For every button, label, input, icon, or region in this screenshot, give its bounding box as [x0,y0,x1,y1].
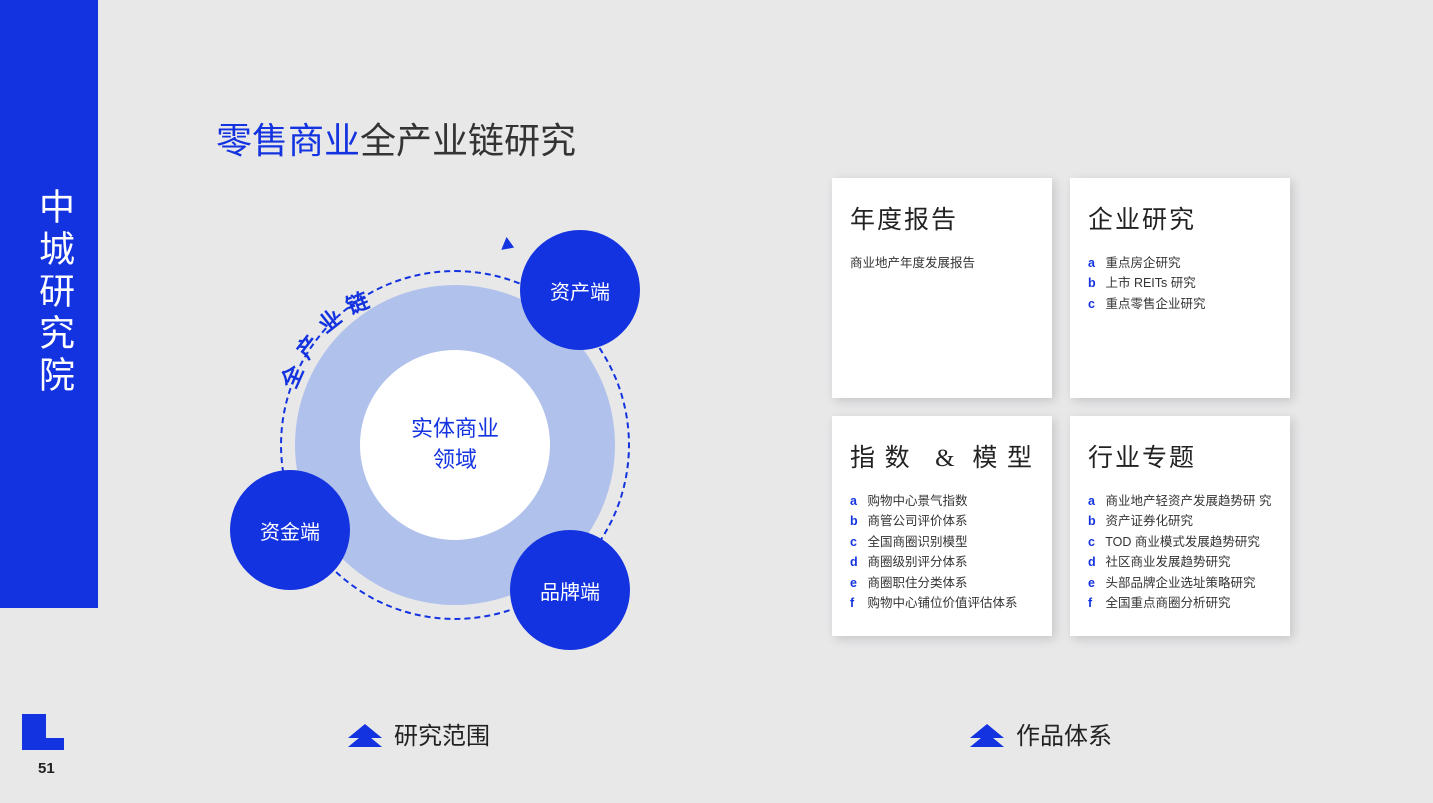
center-line2: 领域 [433,445,477,476]
title-highlight: 零售商业 [216,121,360,161]
card-annual-report: 年度报告 商业地产年度发展报告 [832,178,1052,398]
logo-icon [22,714,64,750]
page-title: 零售商业全产业链研究 [216,112,576,164]
footer-right: 作品体系 [970,716,1112,751]
card-title: 行业专题 [1088,438,1272,474]
chevron-up-icon [348,724,382,744]
arrow-icon [501,237,516,254]
card-enterprise-research: 企业研究 a 重点房企研究b 上市 REITs 研究c 重点零售企业研究 [1070,178,1290,398]
sidebar-title: 中城研究院 [28,188,80,398]
card-body: a 购物中心景气指数b 商管公司评价体系c 全国商圈识别模型d 商圈级别评分体系… [850,492,1034,613]
arc-label: 全 产 业 链 [270,250,420,400]
card-body: 商业地产年度发展报告 [850,254,1034,273]
card-industry-topics: 行业专题 a 商业地产轻资产发展趋势研 究b 资产证券化研究c TOD 商业模式… [1070,416,1290,636]
chevron-up-icon [970,724,1004,744]
card-title: 指数 & 模型 [850,438,1034,474]
footer-left-label: 研究范围 [394,716,490,751]
satellite-brand: 品牌端 [510,530,630,650]
card-body: a 重点房企研究b 上市 REITs 研究c 重点零售企业研究 [1088,254,1272,314]
satellite-fund: 资金端 [230,470,350,590]
cycle-diagram: 实体商业 领域 资产端 资金端 品牌端 全 产 业 链 [210,210,670,670]
card-title: 企业研究 [1088,200,1272,236]
footer-right-label: 作品体系 [1016,716,1112,751]
footer-left: 研究范围 [348,716,490,751]
page-number: 51 [38,760,55,777]
card-body: a 商业地产轻资产发展趋势研 究b 资产证券化研究c TOD 商业模式发展趋势研… [1088,492,1272,613]
card-grid: 年度报告 商业地产年度发展报告 企业研究 a 重点房企研究b 上市 REITs … [832,178,1312,636]
center-line1: 实体商业 [411,414,499,445]
card-title: 年度报告 [850,200,1034,236]
card-index-model: 指数 & 模型 a 购物中心景气指数b 商管公司评价体系c 全国商圈识别模型d … [832,416,1052,636]
satellite-asset: 资产端 [520,230,640,350]
title-rest: 全产业链研究 [360,121,576,161]
